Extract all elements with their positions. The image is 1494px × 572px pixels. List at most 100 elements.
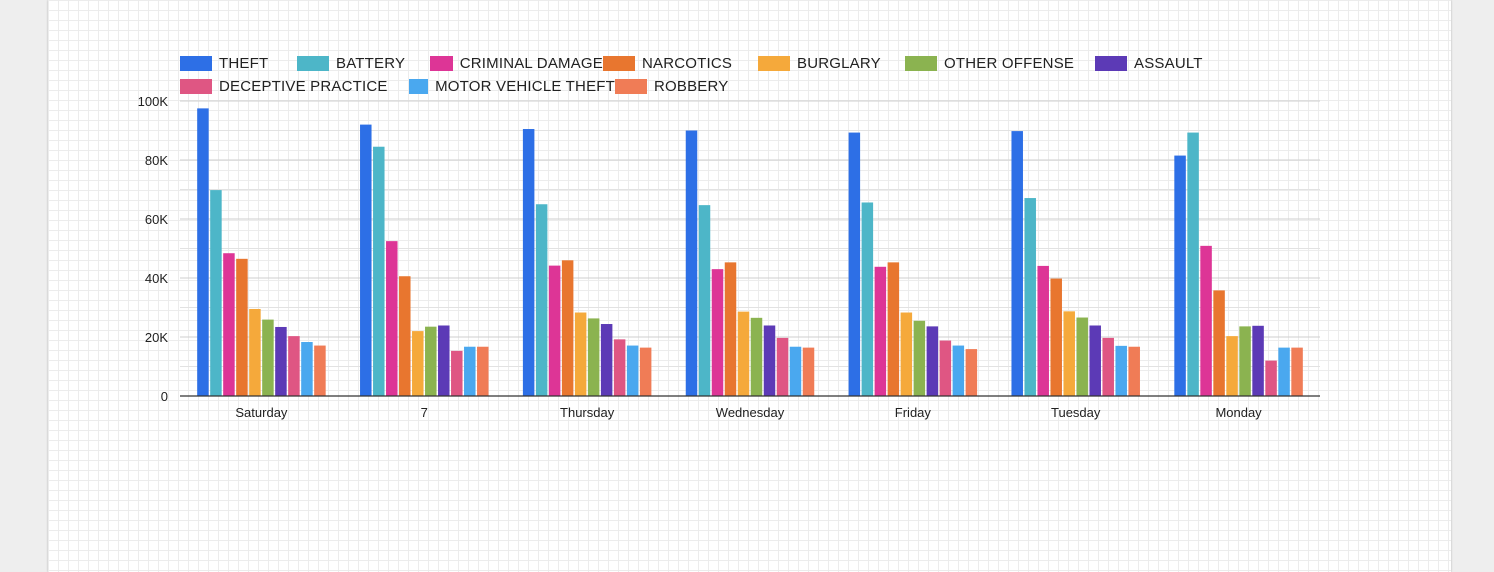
axes: 0 20K 40K 60K 80K 100K Saturday 7 Thursday Wednes… (138, 94, 1320, 420)
bar-battery-7[interactable] (373, 146, 385, 396)
bar-robbery-7[interactable] (477, 346, 489, 396)
legend-item[interactable]: MOTOR VEHICLE THEFT (409, 78, 615, 95)
legend-item[interactable]: ROBBERY (615, 78, 765, 95)
bar-theft-wednesday[interactable] (685, 130, 698, 397)
bar-robbery-monday[interactable] (1291, 347, 1303, 396)
legend-label: NARCOTICS (642, 55, 733, 72)
bar-burglary-thursday[interactable] (574, 312, 587, 396)
bar-criminal-damage-friday[interactable] (874, 266, 887, 396)
bar-deceptive-practice-monday[interactable] (1265, 360, 1277, 396)
bar-motor-vehicle-theft-tuesday[interactable] (1115, 345, 1127, 396)
bar-theft-friday[interactable] (848, 132, 861, 396)
y-tick-label: 60K (145, 212, 168, 227)
legend-item[interactable]: DECEPTIVE PRACTICE (180, 78, 409, 95)
bar-narcotics-monday[interactable] (1213, 290, 1225, 396)
bar-burglary-friday[interactable] (900, 312, 913, 396)
bar-narcotics-7[interactable] (399, 276, 411, 396)
bar-theft-thursday[interactable] (522, 129, 535, 396)
bar-criminal-damage-wednesday[interactable] (711, 269, 724, 396)
bar-narcotics-friday[interactable] (887, 262, 900, 396)
bar-other-offense-tuesday[interactable] (1076, 317, 1088, 396)
bar-other-offense-friday[interactable] (913, 320, 926, 396)
bar-robbery-wednesday[interactable] (802, 347, 815, 396)
bar-theft-tuesday[interactable] (1011, 131, 1023, 396)
bar-battery-monday[interactable] (1187, 132, 1199, 396)
legend-item[interactable]: NARCOTICS (603, 55, 758, 72)
bar-narcotics-tuesday[interactable] (1050, 278, 1062, 396)
legend-label: CRIMINAL DAMAGE (459, 55, 603, 72)
bar-motor-vehicle-theft-saturday[interactable] (301, 342, 313, 396)
bar-other-offense-wednesday[interactable] (750, 317, 763, 396)
bar-assault-tuesday[interactable] (1089, 325, 1101, 396)
bar-motor-vehicle-theft-friday[interactable] (952, 345, 965, 396)
bar-theft-7[interactable] (360, 124, 372, 396)
bar-robbery-tuesday[interactable] (1128, 346, 1140, 396)
bar-robbery-saturday[interactable] (314, 345, 326, 396)
bar-criminal-damage-7[interactable] (386, 241, 398, 396)
bar-assault-monday[interactable] (1252, 325, 1264, 396)
bar-narcotics-saturday[interactable] (236, 258, 248, 396)
bar-assault-wednesday[interactable] (763, 325, 776, 396)
bar-other-offense-monday[interactable] (1239, 326, 1251, 396)
bar-battery-saturday[interactable] (210, 190, 222, 396)
bar-deceptive-practice-tuesday[interactable] (1102, 337, 1114, 396)
legend-swatch (603, 56, 635, 71)
bar-battery-wednesday[interactable] (698, 205, 711, 396)
bar-other-offense-7[interactable] (425, 326, 437, 396)
bar-theft-saturday[interactable] (197, 108, 209, 396)
bar-assault-saturday[interactable] (275, 326, 287, 396)
bar-burglary-tuesday[interactable] (1063, 311, 1075, 396)
legend-swatch (297, 56, 329, 71)
legend-item[interactable]: ASSAULT (1095, 55, 1235, 72)
legend-label: ASSAULT (1134, 55, 1203, 72)
bar-deceptive-practice-7[interactable] (451, 350, 463, 396)
x-tick-label: 7 (421, 405, 428, 420)
bar-burglary-monday[interactable] (1226, 336, 1238, 396)
bar-assault-friday[interactable] (926, 326, 939, 396)
bar-deceptive-practice-friday[interactable] (939, 340, 952, 396)
legend-row: THEFT BATTERY CRIMINAL DAMAGE NARCOTICS BURG… (180, 52, 1340, 75)
bar-deceptive-practice-thursday[interactable] (613, 339, 626, 396)
legend-swatch (180, 79, 212, 94)
bar-deceptive-practice-saturday[interactable] (288, 336, 300, 396)
legend-swatch (1095, 56, 1127, 71)
bar-deceptive-practice-wednesday[interactable] (776, 337, 789, 396)
legend-swatch (905, 56, 937, 71)
legend-row: DECEPTIVE PRACTICE MOTOR VEHICLE THEFT ROB… (180, 75, 1340, 98)
bar-other-offense-saturday[interactable] (262, 319, 274, 396)
y-tick-label: 40K (145, 271, 168, 286)
bar-burglary-wednesday[interactable] (737, 311, 750, 396)
bar-motor-vehicle-theft-7[interactable] (464, 346, 476, 396)
bar-other-offense-thursday[interactable] (587, 318, 600, 396)
bar-burglary-saturday[interactable] (249, 308, 261, 396)
bar-narcotics-wednesday[interactable] (724, 262, 737, 396)
bar-burglary-7[interactable] (412, 331, 424, 396)
bar-motor-vehicle-theft-wednesday[interactable] (789, 346, 802, 396)
bar-battery-friday[interactable] (861, 202, 874, 396)
bar-criminal-damage-saturday[interactable] (223, 253, 235, 396)
legend-item[interactable]: BATTERY (297, 55, 430, 72)
gridlines (180, 100, 1320, 367)
bar-motor-vehicle-theft-thursday[interactable] (626, 345, 639, 396)
legend-item[interactable]: THEFT (180, 55, 297, 72)
bar-narcotics-thursday[interactable] (561, 260, 574, 396)
bar-assault-7[interactable] (438, 325, 450, 396)
bar-robbery-friday[interactable] (965, 349, 978, 396)
y-tick-label: 0 (161, 389, 168, 404)
bar-motor-vehicle-theft-monday[interactable] (1278, 347, 1290, 396)
legend-item[interactable]: OTHER OFFENSE (905, 55, 1095, 72)
bar-criminal-damage-tuesday[interactable] (1037, 265, 1049, 396)
bar-theft-monday[interactable] (1174, 155, 1186, 396)
bar-criminal-damage-thursday[interactable] (548, 265, 561, 396)
bar-battery-thursday[interactable] (535, 204, 548, 396)
bar-battery-tuesday[interactable] (1024, 198, 1036, 396)
legend-swatch (615, 79, 647, 94)
bar-robbery-thursday[interactable] (639, 347, 652, 396)
legend-item[interactable]: CRIMINAL DAMAGE (430, 55, 603, 72)
bar-series (197, 108, 1303, 396)
bar-assault-thursday[interactable] (600, 324, 613, 396)
legend-label: ROBBERY (654, 78, 729, 95)
y-tick-label: 100K (138, 94, 169, 109)
bar-criminal-damage-monday[interactable] (1200, 245, 1212, 396)
legend-item[interactable]: BURGLARY (758, 55, 905, 72)
